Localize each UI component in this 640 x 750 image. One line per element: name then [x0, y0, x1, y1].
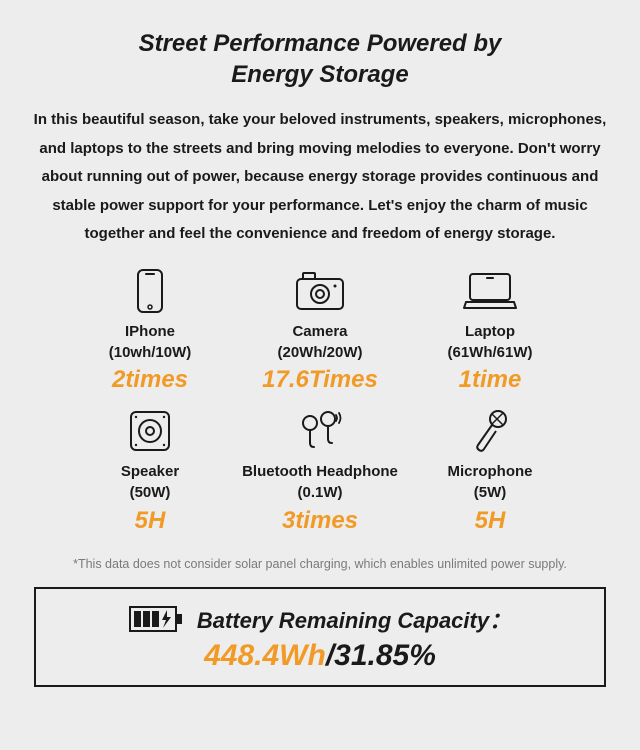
- device-spec: (5W): [474, 482, 507, 505]
- footnote: *This data does not consider solar panel…: [28, 557, 612, 571]
- device-spec: (50W): [130, 482, 171, 505]
- title-line-1: Street Performance Powered by: [139, 30, 502, 57]
- title-line-2: Energy Storage: [231, 61, 408, 88]
- battery-panel: Battery Remaining Capacity： 448.4Wh/31.8…: [34, 587, 606, 687]
- speaker-icon: [129, 407, 171, 455]
- description-text: In this beautiful season, take your belo…: [28, 106, 612, 249]
- device-spec: (10wh/10W): [109, 342, 192, 365]
- headphone-icon: [298, 407, 342, 455]
- device-spec: (61Wh/61W): [447, 342, 532, 365]
- battery-label: Battery Remaining Capacity：: [197, 603, 511, 635]
- battery-sep: /: [326, 639, 334, 672]
- page-title: Street Performance Powered by Energy Sto…: [28, 28, 612, 90]
- battery-wh: 448.4Wh: [204, 639, 326, 672]
- device-value: 17.6Times: [262, 366, 378, 395]
- device-value: 5H: [135, 507, 166, 536]
- device-label: Speaker: [121, 461, 179, 482]
- device-grid: IPhone (10wh/10W) 2times Camera (20Wh/20…: [28, 267, 612, 548]
- camera-icon: [295, 267, 345, 315]
- iphone-icon: [137, 267, 163, 315]
- device-label: Camera: [292, 321, 347, 342]
- device-speaker: Speaker (50W) 5H: [65, 407, 235, 535]
- device-value: 2times: [112, 366, 188, 395]
- device-label: Bluetooth Headphone: [242, 461, 398, 482]
- device-value: 3times: [282, 507, 358, 536]
- battery-heading: Battery Remaining Capacity：: [48, 603, 592, 635]
- device-value: 1time: [459, 366, 522, 395]
- device-spec: (20Wh/20W): [277, 342, 362, 365]
- device-label: IPhone: [125, 321, 175, 342]
- microphone-icon: [470, 407, 510, 455]
- battery-pct: 31.85%: [334, 639, 436, 672]
- infographic-page: Street Performance Powered by Energy Sto…: [0, 0, 640, 687]
- device-headphone: Bluetooth Headphone (0.1W) 3times: [235, 407, 405, 535]
- device-label: Laptop: [465, 321, 515, 342]
- device-microphone: Microphone (5W) 5H: [405, 407, 575, 535]
- laptop-icon: [462, 267, 518, 315]
- battery-value: 448.4Wh/31.85%: [48, 639, 592, 673]
- device-value: 5H: [475, 507, 506, 536]
- device-camera: Camera (20Wh/20W) 17.6Times: [235, 267, 405, 395]
- device-label: Microphone: [448, 461, 533, 482]
- device-spec: (0.1W): [298, 482, 343, 505]
- battery-icon: [129, 606, 183, 632]
- device-iphone: IPhone (10wh/10W) 2times: [65, 267, 235, 395]
- device-laptop: Laptop (61Wh/61W) 1time: [405, 267, 575, 395]
